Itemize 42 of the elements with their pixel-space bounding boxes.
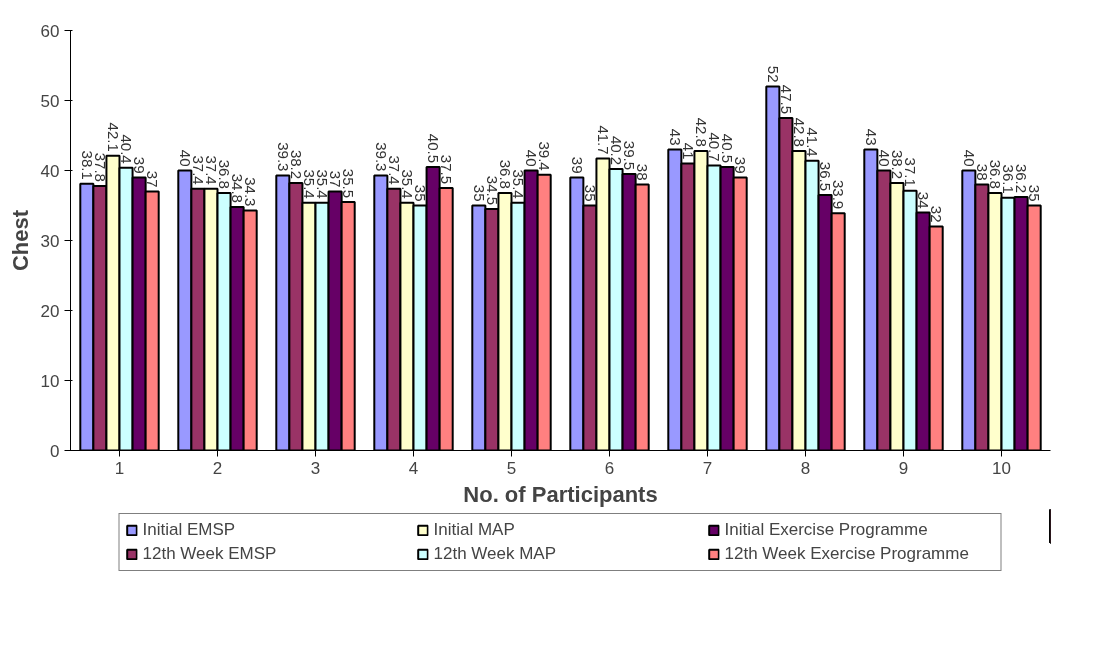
data-label: 38 [634,163,652,181]
y-axis-title: Chest [7,209,33,272]
data-label: 35.5 [340,168,358,199]
x-tick-label: 4 [408,458,419,478]
x-axis-title: No. of Participants [463,481,658,507]
y-tick-label: 60 [40,21,60,41]
y-tick-label: 0 [50,441,60,461]
data-label: 37.5 [438,154,456,185]
data-label: 35 [581,184,599,202]
data-label: 35 [1026,184,1044,202]
data-label: 47.5 [777,84,795,115]
x-tick-label: 5 [506,458,517,478]
data-label: 42.1 [104,122,122,152]
legend-label: Initial Exercise Programme [724,520,929,540]
legend-label: Initial MAP [433,520,516,540]
x-tick-label: 6 [604,458,615,478]
data-label: 33.9 [830,180,848,210]
data-label: 32 [928,205,946,223]
data-label: 39 [568,156,586,174]
legend-label: 12th Week EMSP [142,544,278,564]
x-tick-label: 7 [702,458,713,478]
data-label: 39.4 [536,141,554,171]
legend-label: 12th Week Exercise Programme [724,544,970,564]
x-tick-label: 10 [992,458,1011,478]
x-tick-label: 9 [898,458,909,478]
x-tick-label: 1 [114,458,125,478]
y-tick-label: 40 [40,161,60,181]
data-label: 52 [764,65,782,83]
y-tick-label: 30 [40,231,60,251]
x-tick-label: 3 [310,458,321,478]
y-tick-label: 50 [40,91,60,111]
data-label: 37 [144,170,162,188]
legend-label: Initial EMSP [142,520,237,540]
x-tick-label: 2 [212,458,223,478]
data-label: 41.7 [594,125,612,155]
data-label: 34.3 [242,177,260,207]
y-tick-label: 10 [40,371,60,391]
legend-label: 12th Week MAP [433,544,558,564]
y-tick-label: 20 [40,301,60,321]
x-tick-label: 8 [800,458,811,478]
data-label: 43 [862,128,880,146]
data-label: 39 [732,156,750,174]
